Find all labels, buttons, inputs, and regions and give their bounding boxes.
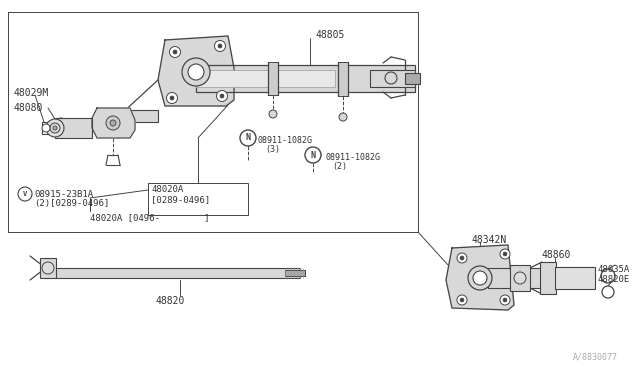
- Circle shape: [385, 72, 397, 84]
- Circle shape: [240, 130, 256, 146]
- Text: V: V: [23, 191, 27, 197]
- Text: (2)[0289-0496]: (2)[0289-0496]: [34, 199, 109, 208]
- Text: 48805: 48805: [316, 30, 346, 40]
- Circle shape: [269, 110, 277, 118]
- Text: N: N: [310, 151, 316, 160]
- Circle shape: [468, 266, 492, 290]
- Bar: [338, 62, 348, 96]
- Bar: [55, 118, 92, 138]
- Bar: [268, 62, 278, 95]
- Text: 48860: 48860: [542, 250, 572, 260]
- Polygon shape: [446, 245, 514, 310]
- Text: N: N: [246, 134, 250, 142]
- Bar: [196, 65, 415, 92]
- Circle shape: [42, 262, 54, 274]
- Circle shape: [503, 252, 507, 256]
- Bar: [148, 183, 248, 215]
- Text: 48035A: 48035A: [598, 265, 630, 274]
- Text: 48020A [0496-: 48020A [0496-: [90, 213, 160, 222]
- Circle shape: [218, 44, 222, 48]
- Text: 48820E: 48820E: [598, 275, 630, 284]
- Circle shape: [53, 126, 57, 130]
- Circle shape: [18, 187, 32, 201]
- Circle shape: [514, 272, 526, 284]
- Circle shape: [457, 253, 467, 263]
- Circle shape: [110, 120, 116, 126]
- Circle shape: [339, 113, 347, 121]
- Circle shape: [220, 94, 224, 98]
- Circle shape: [460, 298, 464, 302]
- Text: 08911-1082G: 08911-1082G: [258, 136, 313, 145]
- Circle shape: [188, 64, 204, 80]
- Bar: [555, 267, 595, 289]
- Text: 08911-1082G: 08911-1082G: [325, 153, 380, 162]
- Text: [0289-0496]: [0289-0496]: [151, 195, 210, 204]
- Circle shape: [42, 124, 50, 132]
- Circle shape: [170, 46, 180, 58]
- Text: 48342N: 48342N: [472, 235, 508, 245]
- Circle shape: [601, 269, 615, 283]
- Circle shape: [50, 123, 60, 133]
- Circle shape: [500, 295, 510, 305]
- Text: (3): (3): [265, 145, 280, 154]
- Circle shape: [460, 256, 464, 260]
- Bar: [405, 73, 420, 84]
- Circle shape: [214, 41, 225, 51]
- Text: 08915-23B1A: 08915-23B1A: [34, 190, 93, 199]
- Text: (2): (2): [332, 162, 347, 171]
- Polygon shape: [158, 36, 234, 106]
- Circle shape: [106, 116, 120, 130]
- Circle shape: [46, 119, 64, 137]
- Circle shape: [305, 147, 321, 163]
- Bar: [540, 262, 556, 294]
- Circle shape: [170, 96, 174, 100]
- Bar: [488, 268, 590, 288]
- Bar: [55, 268, 300, 278]
- Circle shape: [500, 249, 510, 259]
- Bar: [40, 258, 56, 278]
- Circle shape: [216, 90, 227, 102]
- Circle shape: [602, 286, 614, 298]
- Text: A/8830077: A/8830077: [573, 353, 618, 362]
- Text: 48080: 48080: [14, 103, 44, 113]
- Circle shape: [182, 58, 210, 86]
- Polygon shape: [92, 108, 135, 138]
- Bar: [196, 70, 335, 87]
- Bar: [285, 270, 305, 276]
- Bar: [510, 265, 530, 291]
- Circle shape: [503, 298, 507, 302]
- Text: ]: ]: [188, 213, 209, 222]
- Text: 48029M: 48029M: [14, 88, 49, 98]
- Text: 48020A: 48020A: [151, 185, 183, 194]
- Circle shape: [173, 50, 177, 54]
- Circle shape: [166, 93, 177, 103]
- Circle shape: [457, 295, 467, 305]
- Bar: [110, 110, 158, 122]
- Text: 48820: 48820: [155, 296, 184, 306]
- Bar: [370, 70, 415, 87]
- Circle shape: [473, 271, 487, 285]
